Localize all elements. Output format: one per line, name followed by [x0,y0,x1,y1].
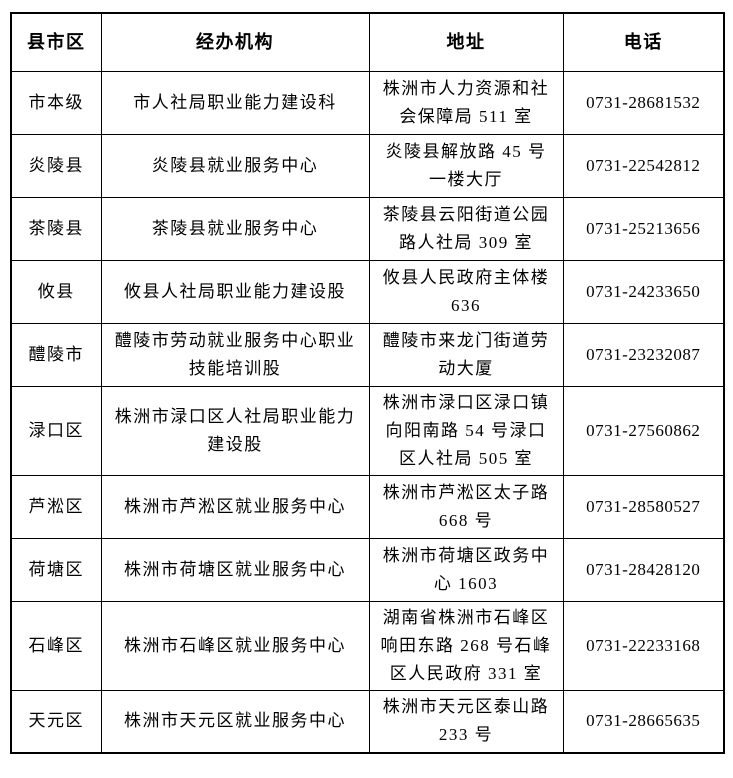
cell-phone: 0731-28665635 [562,689,725,754]
cell-district: 茶陵县 [10,196,102,261]
header-row: 县市区 经办机构 地址 电话 [10,12,725,72]
cell-phone: 0731-23232087 [562,322,725,387]
cell-district: 醴陵市 [10,322,102,387]
cell-agency: 株洲市荷塘区就业服务中心 [100,537,370,602]
table-row: 醴陵市 醴陵市劳动就业服务中心职业技能培训股 醴陵市来龙门街道劳动大厦 0731-23… [10,322,725,387]
cell-district: 渌口区 [10,385,102,476]
cell-address: 攸县人民政府主体楼 636 [368,259,564,324]
cell-address: 株洲市荷塘区政务中心 1603 [368,537,564,602]
cell-district: 攸县 [10,259,102,324]
cell-phone: 0731-28681532 [562,70,725,135]
cell-district: 芦淞区 [10,474,102,539]
cell-address: 湖南省株洲市石峰区响田东路 268 号石峰区人民政府 331 室 [368,600,564,691]
table-row: 荷塘区 株洲市荷塘区就业服务中心 株洲市荷塘区政务中心 1603 0731-28428… [10,537,725,602]
district-contact-table: 县市区 经办机构 地址 电话 市本级 市人社局职业能力建设科 株洲市人力资源和社会保障局 … [10,12,725,754]
cell-agency: 株洲市石峰区就业服务中心 [100,600,370,691]
table-row: 天元区 株洲市天元区就业服务中心 株洲市天元区泰山路 233 号 0731-28665… [10,689,725,754]
cell-district: 石峰区 [10,600,102,691]
table-head: 县市区 经办机构 地址 电话 [10,12,725,72]
table-row: 攸县 攸县人社局职业能力建设股 攸县人民政府主体楼 636 0731-24233650 [10,259,725,324]
column-header: 经办机构 [100,12,370,72]
cell-phone: 0731-27560862 [562,385,725,476]
table-row: 市本级 市人社局职业能力建设科 株洲市人力资源和社会保障局 511 室 0731-28… [10,70,725,135]
cell-agency: 市人社局职业能力建设科 [100,70,370,135]
cell-address: 炎陵县解放路 45 号一楼大厅 [368,133,564,198]
cell-district: 炎陵县 [10,133,102,198]
cell-agency: 株洲市渌口区人社局职业能力建设股 [100,385,370,476]
cell-district: 天元区 [10,689,102,754]
cell-agency: 炎陵县就业服务中心 [100,133,370,198]
cell-district: 荷塘区 [10,537,102,602]
cell-district: 市本级 [10,70,102,135]
cell-phone: 0731-22542812 [562,133,725,198]
cell-agency: 株洲市天元区就业服务中心 [100,689,370,754]
column-header: 地址 [368,12,564,72]
cell-address: 醴陵市来龙门街道劳动大厦 [368,322,564,387]
cell-address: 株洲市人力资源和社会保障局 511 室 [368,70,564,135]
cell-agency: 醴陵市劳动就业服务中心职业技能培训股 [100,322,370,387]
table-row: 石峰区 株洲市石峰区就业服务中心 湖南省株洲市石峰区响田东路 268 号石峰区人民政… [10,600,725,691]
cell-phone: 0731-22233168 [562,600,725,691]
cell-agency: 攸县人社局职业能力建设股 [100,259,370,324]
column-header: 县市区 [10,12,102,72]
cell-address: 株洲市芦淞区太子路 668 号 [368,474,564,539]
cell-phone: 0731-28428120 [562,537,725,602]
cell-phone: 0731-25213656 [562,196,725,261]
column-header: 电话 [562,12,725,72]
cell-address: 株洲市天元区泰山路 233 号 [368,689,564,754]
table-row: 芦淞区 株洲市芦淞区就业服务中心 株洲市芦淞区太子路 668 号 0731-28580… [10,474,725,539]
table-row: 茶陵县 茶陵县就业服务中心 茶陵县云阳街道公园路人社局 309 室 0731-2521… [10,196,725,261]
cell-address: 株洲市渌口区渌口镇向阳南路 54 号渌口区人社局 505 室 [368,385,564,476]
cell-agency: 株洲市芦淞区就业服务中心 [100,474,370,539]
cell-phone: 0731-28580527 [562,474,725,539]
cell-agency: 茶陵县就业服务中心 [100,196,370,261]
table-row: 炎陵县 炎陵县就业服务中心 炎陵县解放路 45 号一楼大厅 0731-22542812 [10,133,725,198]
cell-phone: 0731-24233650 [562,259,725,324]
cell-address: 茶陵县云阳街道公园路人社局 309 室 [368,196,564,261]
table-row: 渌口区 株洲市渌口区人社局职业能力建设股 株洲市渌口区渌口镇向阳南路 54 号渌口区… [10,385,725,476]
table-body: 市本级 市人社局职业能力建设科 株洲市人力资源和社会保障局 511 室 0731-28… [10,70,725,754]
